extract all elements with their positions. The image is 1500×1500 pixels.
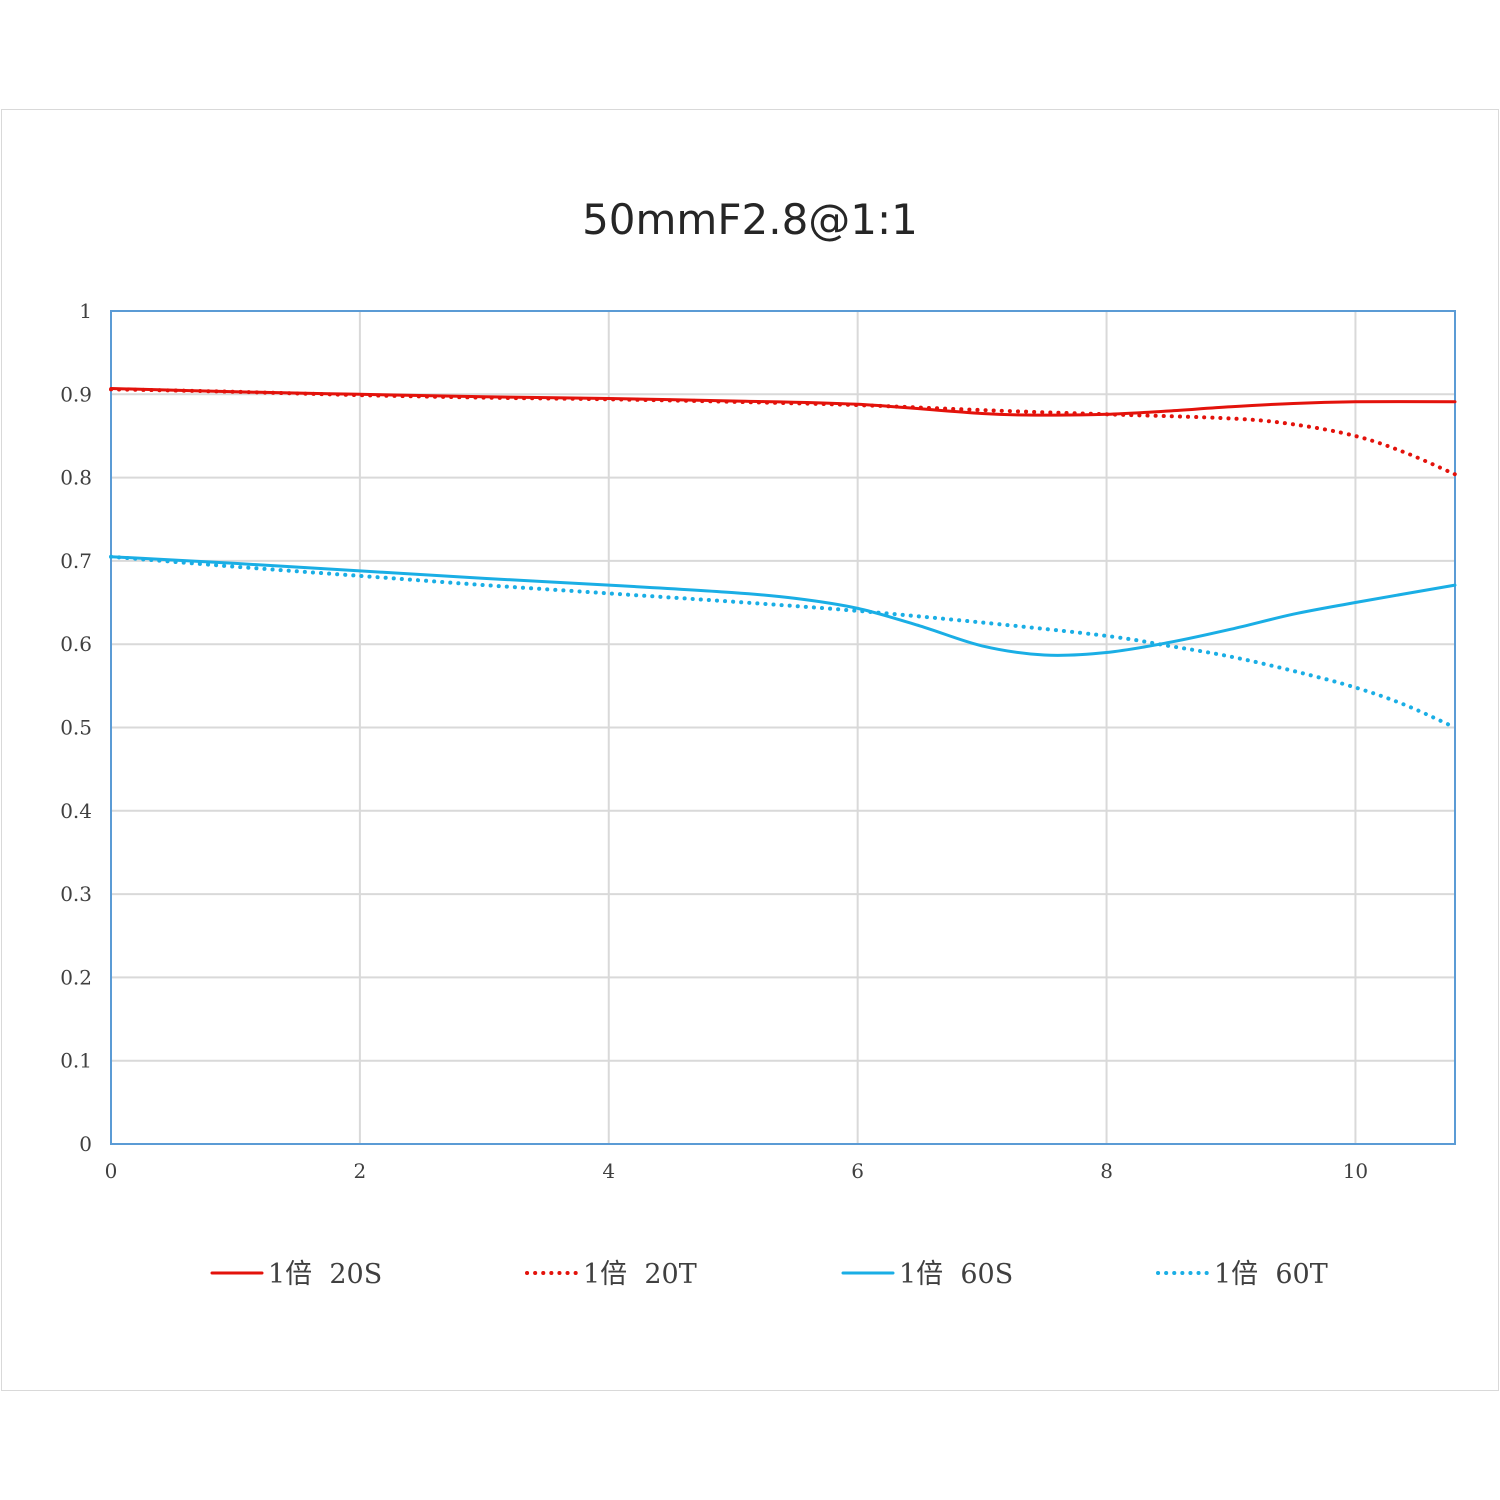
- y-tick-label: 0.1: [60, 1049, 92, 1073]
- y-tick-label: 0.4: [60, 799, 92, 823]
- y-tick-label: 0.8: [60, 466, 92, 490]
- grid: [110, 310, 1455, 1145]
- y-tick-label: 0.6: [60, 632, 92, 656]
- y-tick-label: 0.5: [60, 716, 92, 740]
- chart-title: 50mmF2.8@1:1: [582, 195, 918, 244]
- legend-label-2: 1倍 20T: [583, 1259, 697, 1290]
- legend-label-1: 1倍 20S: [268, 1259, 382, 1290]
- x-tick-label: 8: [1100, 1159, 1113, 1183]
- x-tick-label: 4: [602, 1159, 615, 1183]
- y-tick-label: 0.3: [60, 882, 92, 906]
- plot-border: [110, 310, 1456, 1145]
- axes: 00.10.20.30.40.50.60.70.80.910 2 4 6 8 10: [60, 299, 1456, 1183]
- y-tick-label: 0.7: [60, 549, 92, 573]
- x-tick-label: 6: [851, 1159, 864, 1183]
- y-tick-label: 0.2: [60, 965, 92, 989]
- x-tick-label: 2: [354, 1159, 367, 1183]
- x-tick-label: 0: [105, 1159, 118, 1183]
- y-tick-label: 0.9: [60, 382, 92, 406]
- y-tick-label: 1: [79, 299, 92, 323]
- chart-frame: [1, 109, 1499, 1391]
- series-group: [109, 387, 1457, 730]
- legend: 1倍 20S 1倍 20T 1倍 60S 1倍 60T: [210, 1259, 1328, 1290]
- legend-label-4: 1倍 60T: [1214, 1259, 1328, 1290]
- series-line-2: [109, 387, 1457, 477]
- series-line-4: [109, 554, 1457, 730]
- legend-label-3: 1倍 60S: [899, 1259, 1013, 1290]
- y-tick-label: 0: [79, 1132, 92, 1156]
- x-tick-label: 10: [1343, 1159, 1368, 1183]
